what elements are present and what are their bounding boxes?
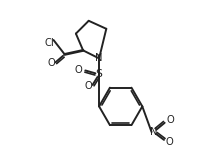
Text: S: S: [96, 69, 103, 79]
Text: O: O: [165, 137, 173, 147]
Text: O: O: [84, 81, 92, 91]
Text: Cl: Cl: [45, 38, 54, 48]
Text: O: O: [47, 58, 55, 68]
Text: N: N: [150, 127, 157, 137]
Text: O: O: [166, 115, 174, 125]
Text: O: O: [75, 65, 83, 75]
Text: N: N: [95, 53, 103, 63]
